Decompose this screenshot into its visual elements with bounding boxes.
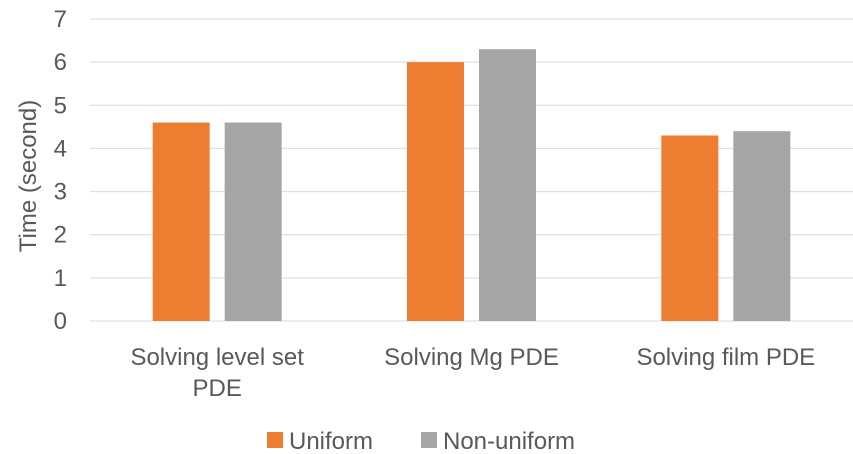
legend-swatch xyxy=(421,432,437,448)
bar-uniform xyxy=(152,122,210,322)
bar-uniform xyxy=(407,62,464,322)
y-tick-label: 7 xyxy=(54,6,67,33)
bar-non-uniform xyxy=(479,49,536,321)
y-axis-label: Time (second) xyxy=(15,100,42,252)
x-category-label: Solving level set xyxy=(130,344,304,371)
legend-label: Uniform xyxy=(289,428,373,454)
gridlines xyxy=(90,18,853,322)
legend: Uniform Non-uniform xyxy=(267,428,575,454)
y-tick-label: 0 xyxy=(54,308,67,335)
x-category-label: Solving Mg PDE xyxy=(384,344,559,371)
y-axis-ticks: 0 1 2 3 4 5 6 7 xyxy=(54,6,67,335)
bars xyxy=(152,49,791,322)
y-tick-label: 3 xyxy=(54,179,67,206)
x-category-label: PDE xyxy=(192,375,241,402)
y-tick-label: 6 xyxy=(54,49,67,76)
y-tick-label: 1 xyxy=(54,265,67,292)
legend-label: Non-uniform xyxy=(443,428,575,454)
y-tick-label: 5 xyxy=(54,92,67,119)
x-category-label: Solving film PDE xyxy=(636,344,815,371)
bar-non-uniform xyxy=(733,131,791,321)
bar-uniform xyxy=(661,135,719,321)
x-axis-categories: Solving level set PDE Solving Mg PDE Solvin… xyxy=(130,344,815,402)
bar-non-uniform xyxy=(224,122,282,322)
y-tick-label: 4 xyxy=(54,135,67,162)
legend-swatch xyxy=(267,432,283,448)
y-tick-label: 2 xyxy=(54,222,67,249)
